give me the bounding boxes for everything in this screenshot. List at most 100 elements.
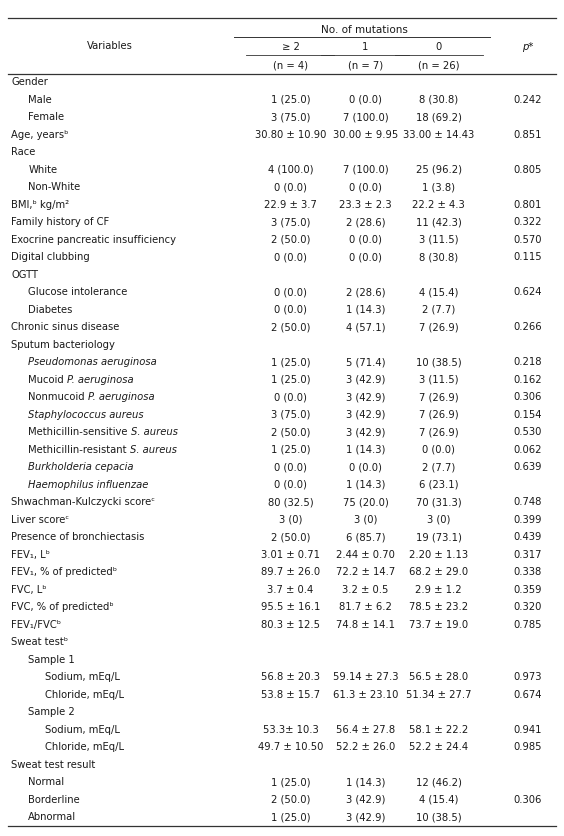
Text: 1 (14.3): 1 (14.3) bbox=[346, 445, 385, 455]
Text: 0.317: 0.317 bbox=[513, 550, 541, 560]
Text: 0.306: 0.306 bbox=[513, 392, 541, 402]
Text: 1 (25.0): 1 (25.0) bbox=[271, 813, 310, 823]
Text: 1 (3.8): 1 (3.8) bbox=[422, 182, 455, 192]
Text: Mucoid: Mucoid bbox=[28, 375, 67, 385]
Text: 3 (11.5): 3 (11.5) bbox=[419, 235, 459, 245]
Text: 2.44 ± 0.70: 2.44 ± 0.70 bbox=[336, 550, 395, 560]
Text: 11 (42.3): 11 (42.3) bbox=[416, 217, 462, 227]
Text: 3 (42.9): 3 (42.9) bbox=[346, 795, 385, 805]
Text: 2 (28.6): 2 (28.6) bbox=[346, 217, 385, 227]
Text: 3 (0): 3 (0) bbox=[354, 515, 377, 525]
Text: 0.338: 0.338 bbox=[513, 568, 541, 577]
Text: 2.9 ± 1.2: 2.9 ± 1.2 bbox=[416, 584, 462, 594]
Text: Normal: Normal bbox=[28, 777, 64, 788]
Text: 4 (15.4): 4 (15.4) bbox=[419, 288, 459, 298]
Text: 0.973: 0.973 bbox=[513, 672, 541, 682]
Text: 22.2 ± 4.3: 22.2 ± 4.3 bbox=[412, 200, 465, 210]
Text: 0.805: 0.805 bbox=[513, 165, 541, 175]
Text: 0 (0.0): 0 (0.0) bbox=[274, 288, 307, 298]
Text: 0.941: 0.941 bbox=[513, 725, 541, 735]
Text: Female: Female bbox=[28, 112, 64, 122]
Text: 0.218: 0.218 bbox=[513, 357, 541, 367]
Text: 81.7 ± 6.2: 81.7 ± 6.2 bbox=[339, 602, 392, 612]
Text: 22.9 ± 3.7: 22.9 ± 3.7 bbox=[264, 200, 317, 210]
Text: No. of mutations: No. of mutations bbox=[321, 25, 408, 35]
Text: 0 (0.0): 0 (0.0) bbox=[274, 305, 307, 315]
Text: 0.320: 0.320 bbox=[513, 602, 541, 612]
Text: OGTT: OGTT bbox=[11, 270, 38, 280]
Text: 0 (0.0): 0 (0.0) bbox=[274, 462, 307, 472]
Text: Sample 2: Sample 2 bbox=[28, 707, 75, 717]
Text: Non-White: Non-White bbox=[28, 182, 81, 192]
Text: Presence of bronchiectasis: Presence of bronchiectasis bbox=[11, 533, 144, 543]
Text: 0 (0.0): 0 (0.0) bbox=[274, 480, 307, 490]
Text: 12 (46.2): 12 (46.2) bbox=[416, 777, 462, 788]
Text: 2 (7.7): 2 (7.7) bbox=[422, 462, 455, 472]
Text: 3 (0): 3 (0) bbox=[427, 515, 451, 525]
Text: 30.00 ± 9.95: 30.00 ± 9.95 bbox=[333, 130, 398, 140]
Text: Exocrine pancreatic insufficiency: Exocrine pancreatic insufficiency bbox=[11, 235, 177, 245]
Text: Shwachman-Kulczycki scoreᶜ: Shwachman-Kulczycki scoreᶜ bbox=[11, 497, 155, 507]
Text: Burkholderia cepacia: Burkholderia cepacia bbox=[28, 462, 134, 472]
Text: Pseudomonas aeruginosa: Pseudomonas aeruginosa bbox=[28, 357, 157, 367]
Text: 7 (26.9): 7 (26.9) bbox=[419, 427, 459, 437]
Text: 3 (42.9): 3 (42.9) bbox=[346, 410, 385, 420]
Text: 68.2 ± 29.0: 68.2 ± 29.0 bbox=[409, 568, 468, 577]
Text: (n = 26): (n = 26) bbox=[418, 60, 460, 70]
Text: 7 (26.9): 7 (26.9) bbox=[419, 410, 459, 420]
Text: 56.4 ± 27.8: 56.4 ± 27.8 bbox=[336, 725, 395, 735]
Text: 7 (26.9): 7 (26.9) bbox=[419, 392, 459, 402]
Text: 2 (50.0): 2 (50.0) bbox=[271, 323, 310, 332]
Text: 1 (25.0): 1 (25.0) bbox=[271, 375, 310, 385]
Text: Diabetes: Diabetes bbox=[28, 305, 73, 315]
Text: Staphylococcus aureus: Staphylococcus aureus bbox=[28, 410, 144, 420]
Text: 1: 1 bbox=[362, 42, 369, 52]
Text: 0 (0.0): 0 (0.0) bbox=[349, 235, 382, 245]
Text: 58.1 ± 22.2: 58.1 ± 22.2 bbox=[409, 725, 469, 735]
Text: FVC, % of predictedᵇ: FVC, % of predictedᵇ bbox=[11, 602, 114, 612]
Text: 1 (25.0): 1 (25.0) bbox=[271, 357, 310, 367]
Text: FEV₁, Lᵇ: FEV₁, Lᵇ bbox=[11, 550, 50, 560]
Text: Gender: Gender bbox=[11, 77, 48, 87]
Text: 33.00 ± 14.43: 33.00 ± 14.43 bbox=[403, 130, 474, 140]
Text: P. aeruginosa: P. aeruginosa bbox=[67, 375, 134, 385]
Text: White: White bbox=[28, 165, 58, 175]
Text: 70 (31.3): 70 (31.3) bbox=[416, 497, 461, 507]
Text: 0: 0 bbox=[435, 42, 442, 52]
Text: 53.3± 10.3: 53.3± 10.3 bbox=[263, 725, 318, 735]
Text: 25 (96.2): 25 (96.2) bbox=[416, 165, 462, 175]
Text: (n = 4): (n = 4) bbox=[273, 60, 308, 70]
Text: Abnormal: Abnormal bbox=[28, 813, 76, 823]
Text: FEV₁, % of predictedᵇ: FEV₁, % of predictedᵇ bbox=[11, 568, 117, 577]
Text: BMI,ᵇ kg/m²: BMI,ᵇ kg/m² bbox=[11, 200, 69, 210]
Text: 0.674: 0.674 bbox=[513, 690, 541, 700]
Text: 3.7 ± 0.4: 3.7 ± 0.4 bbox=[267, 584, 314, 594]
Text: Sodium, mEq/L: Sodium, mEq/L bbox=[45, 725, 120, 735]
Text: 0 (0.0): 0 (0.0) bbox=[274, 182, 307, 192]
Text: 10 (38.5): 10 (38.5) bbox=[416, 357, 461, 367]
Text: 0.306: 0.306 bbox=[513, 795, 541, 805]
Text: 3 (42.9): 3 (42.9) bbox=[346, 813, 385, 823]
Text: 3.01 ± 0.71: 3.01 ± 0.71 bbox=[261, 550, 320, 560]
Text: Age, yearsᵇ: Age, yearsᵇ bbox=[11, 130, 69, 140]
Text: 1 (25.0): 1 (25.0) bbox=[271, 445, 310, 455]
Text: 3 (42.9): 3 (42.9) bbox=[346, 427, 385, 437]
Text: 3 (42.9): 3 (42.9) bbox=[346, 375, 385, 385]
Text: 4 (57.1): 4 (57.1) bbox=[346, 323, 385, 332]
Text: 51.34 ± 27.7: 51.34 ± 27.7 bbox=[406, 690, 472, 700]
Text: 56.5 ± 28.0: 56.5 ± 28.0 bbox=[409, 672, 468, 682]
Text: 78.5 ± 23.2: 78.5 ± 23.2 bbox=[409, 602, 468, 612]
Text: 0.639: 0.639 bbox=[513, 462, 541, 472]
Text: 1 (14.3): 1 (14.3) bbox=[346, 480, 385, 490]
Text: Sodium, mEq/L: Sodium, mEq/L bbox=[45, 672, 120, 682]
Text: 59.14 ± 27.3: 59.14 ± 27.3 bbox=[333, 672, 398, 682]
Text: 7 (26.9): 7 (26.9) bbox=[419, 323, 459, 332]
Text: Family history of CF: Family history of CF bbox=[11, 217, 109, 227]
Text: 3 (75.0): 3 (75.0) bbox=[271, 217, 310, 227]
Text: 3 (75.0): 3 (75.0) bbox=[271, 112, 310, 122]
Text: 0.242: 0.242 bbox=[513, 94, 541, 104]
Text: 61.3 ± 23.10: 61.3 ± 23.10 bbox=[333, 690, 398, 700]
Text: 2 (50.0): 2 (50.0) bbox=[271, 795, 310, 805]
Text: Race: Race bbox=[11, 147, 36, 157]
Text: 0.851: 0.851 bbox=[513, 130, 541, 140]
